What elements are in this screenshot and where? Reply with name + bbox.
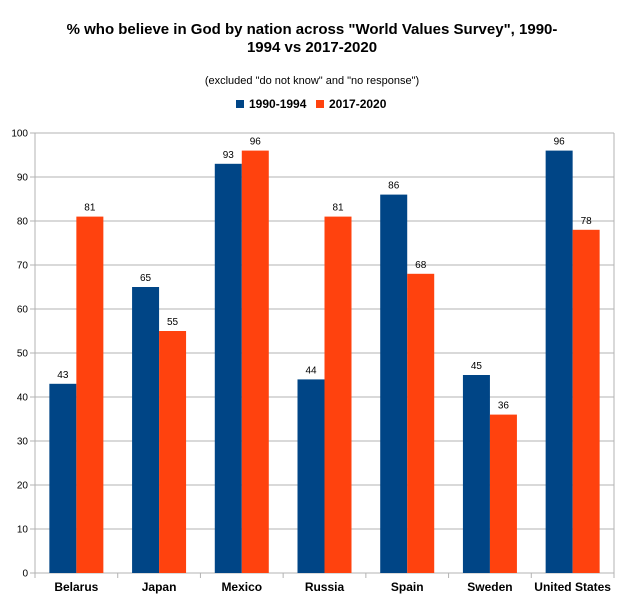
data-label: 36 [498, 401, 510, 412]
bar-2017-2020-russia [324, 216, 352, 573]
y-tick-label: 20 [17, 481, 29, 492]
x-category-label: Russia [305, 580, 345, 594]
bar-2017-2020-united-states [572, 229, 600, 574]
chart-title-line2: 1994 vs 2017-2020 [247, 39, 377, 56]
y-tick-label: 0 [22, 569, 28, 580]
bar-2017-2020-sweden [489, 414, 517, 573]
y-tick-label: 70 [17, 261, 29, 272]
chart-title-line1: % who believe in God by nation across "W… [67, 21, 558, 38]
y-tick-label: 40 [17, 393, 29, 404]
data-label: 65 [140, 273, 152, 284]
y-tick-label: 30 [17, 437, 29, 448]
x-category-label: Spain [391, 580, 424, 594]
y-tick-label: 10 [17, 525, 29, 536]
y-tick-label: 100 [11, 129, 28, 140]
data-label: 86 [388, 181, 400, 192]
chart-subtitle: (excluded "do not know" and "no response… [205, 75, 419, 87]
data-label: 45 [471, 361, 483, 372]
data-label: 55 [167, 317, 179, 328]
bar-1990-1994-spain [380, 194, 408, 573]
y-tick-label: 80 [17, 217, 29, 228]
y-tick-label: 90 [17, 173, 29, 184]
data-label: 96 [250, 137, 262, 148]
bar-2017-2020-belarus [76, 216, 104, 573]
bars [49, 150, 600, 574]
x-axis-categories: Belarus Japan Mexico Russia Spain Sweden Unite… [54, 580, 611, 594]
bar-1990-1994-russia [297, 379, 325, 573]
bar-1990-1994-japan [132, 287, 160, 573]
legend-swatch-2017-2020 [316, 100, 324, 108]
data-label: 96 [554, 137, 566, 148]
y-tick-label: 60 [17, 305, 29, 316]
data-label: 81 [84, 203, 96, 214]
bar-1990-1994-sweden [462, 375, 490, 573]
x-category-label: United States [534, 580, 611, 594]
bar-1990-1994-united-states [545, 150, 573, 573]
data-label: 44 [305, 365, 317, 376]
y-tick-label: 50 [17, 349, 29, 360]
data-label: 78 [581, 216, 593, 227]
legend-swatch-1990-1994 [236, 100, 244, 108]
data-labels: 43 81 65 55 93 96 44 81 86 68 45 36 96 78 [57, 137, 592, 412]
x-category-label: Mexico [221, 580, 262, 594]
x-category-label: Sweden [467, 580, 512, 594]
data-label: 93 [223, 150, 235, 161]
bar-2017-2020-mexico [241, 150, 269, 573]
legend-label-2017-2020: 2017-2020 [329, 97, 387, 111]
data-label: 81 [332, 203, 344, 214]
bar-2017-2020-japan [159, 331, 187, 573]
y-axis-ticks: 0 10 20 30 40 50 60 70 80 90 100 [11, 129, 28, 580]
data-label: 43 [57, 370, 69, 381]
bar-1990-1994-mexico [214, 163, 242, 574]
x-category-label: Belarus [54, 580, 98, 594]
bar-2017-2020-spain [407, 273, 435, 573]
bar-1990-1994-belarus [49, 383, 77, 573]
legend: 1990-1994 2017-2020 [236, 97, 387, 111]
legend-label-1990-1994: 1990-1994 [249, 97, 307, 111]
data-label: 68 [415, 260, 427, 271]
x-category-label: Japan [142, 580, 177, 594]
